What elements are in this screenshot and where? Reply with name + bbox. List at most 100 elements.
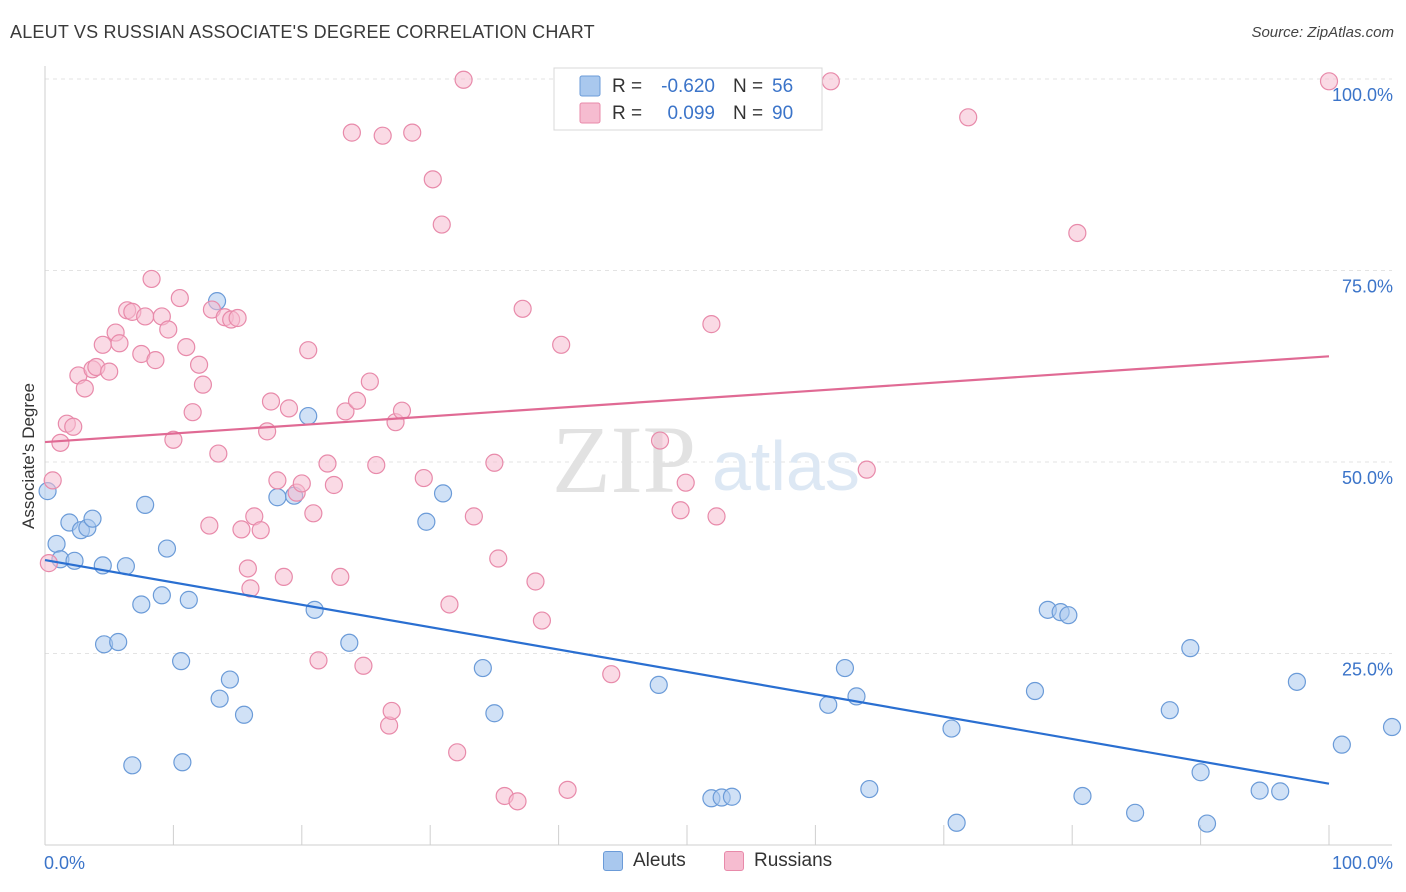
russian-point (100, 362, 119, 381)
russian-point (336, 402, 355, 421)
russian-point (331, 567, 350, 587)
russian-point (279, 399, 299, 418)
russian-point (485, 453, 504, 472)
russian-point (136, 307, 155, 326)
aleut-point (722, 787, 742, 806)
aleut-point (835, 658, 855, 678)
russian-point (707, 507, 726, 526)
aleut-point (649, 675, 668, 695)
russian-point (304, 504, 323, 523)
data-points (38, 70, 1402, 833)
y-tick-label: 25.0% (1342, 660, 1393, 680)
legend-row-russian: R = 0.099 N = 90 (579, 102, 793, 124)
aleut-point (1197, 814, 1217, 833)
russian-point (258, 422, 277, 441)
russian-point (448, 743, 467, 762)
russian-point (454, 70, 473, 89)
russian-point (602, 665, 621, 684)
aleut-point (1181, 639, 1200, 658)
russian-point (821, 72, 840, 91)
aleut-point (132, 595, 151, 614)
russian-point (43, 471, 62, 490)
aleut-point (860, 779, 879, 799)
russian-point (261, 392, 281, 411)
aleut-point (83, 509, 102, 528)
x-tick-label: 0.0% (44, 853, 85, 873)
russian-point (177, 338, 196, 357)
russian-point (268, 471, 287, 490)
aleut-point (173, 753, 192, 772)
russian-point (170, 288, 189, 308)
russian-point (164, 430, 183, 449)
russians-swatch (724, 851, 744, 871)
russian-point (183, 403, 202, 422)
legend-n-value: 56 (772, 76, 793, 97)
russian-point (142, 269, 161, 289)
russian-point (342, 123, 361, 142)
legend-n-label: N = (733, 103, 763, 124)
watermark-atlas: atlas (712, 427, 860, 505)
russian-point (671, 501, 690, 520)
aleut-point (1382, 717, 1402, 737)
russian-point (324, 475, 343, 495)
aleut-point (1025, 681, 1045, 701)
series-legend-item-russians: Russians (724, 850, 832, 872)
legend-r-label: R = (612, 103, 642, 124)
aleut-point (1160, 701, 1179, 720)
russian-point (857, 460, 876, 479)
russian-point (508, 792, 527, 811)
aleut-point (299, 406, 318, 426)
russian-point (373, 126, 392, 145)
russian-point (526, 572, 545, 591)
aleut-point (947, 813, 966, 832)
series-legend: Aleuts Russians (0, 850, 1406, 880)
aleut-point (473, 658, 492, 678)
russian-point (1068, 223, 1087, 243)
russian-point (414, 468, 433, 488)
russian-point (309, 651, 328, 670)
russian-point (299, 341, 318, 360)
aleut-point (1191, 763, 1210, 782)
russian-point (432, 215, 451, 234)
russian-trend-line (44, 355, 1330, 444)
russian-point (232, 520, 251, 539)
aleut-point (1271, 782, 1290, 801)
russian-point (110, 334, 129, 353)
russian-point (93, 335, 112, 354)
russian-point (552, 335, 571, 354)
aleut-point (210, 689, 229, 708)
series-legend-item-aleuts: Aleuts (603, 850, 686, 872)
aleut-point (123, 756, 142, 775)
aleut-point (1332, 735, 1351, 754)
legend-r-value: -0.620 (661, 76, 715, 97)
russian-point (318, 454, 337, 473)
russian-point (1319, 72, 1339, 91)
russian-point (200, 516, 219, 535)
aleut-point (417, 512, 436, 531)
legend-n-value: 90 (772, 103, 793, 124)
russian-point (193, 375, 213, 394)
russian-point (189, 355, 209, 374)
aleut-point (485, 704, 504, 723)
aleut-point (157, 539, 177, 558)
russian-point (159, 320, 178, 339)
russian-point (513, 299, 532, 318)
russian-point (360, 372, 379, 391)
legend-swatch-russian (579, 102, 601, 124)
russian-point (209, 444, 228, 463)
russian-point (464, 507, 483, 526)
aleut-point (305, 600, 324, 619)
aleut-point (268, 488, 287, 507)
y-tick-label: 100.0% (1332, 85, 1393, 105)
russian-point (228, 308, 247, 328)
legend-row-aleut: R = -0.620 N = 56 (579, 75, 793, 97)
correlation-legend: R = -0.620 N = 56 R = 0.099 N = 90 (553, 67, 823, 131)
russian-point (532, 611, 552, 630)
russian-point (274, 567, 293, 587)
legend-swatch-aleut (579, 75, 601, 97)
russian-point (558, 780, 577, 799)
russian-point (382, 701, 401, 721)
aleut-trend-line (44, 558, 1330, 785)
aleut-point (47, 534, 66, 554)
